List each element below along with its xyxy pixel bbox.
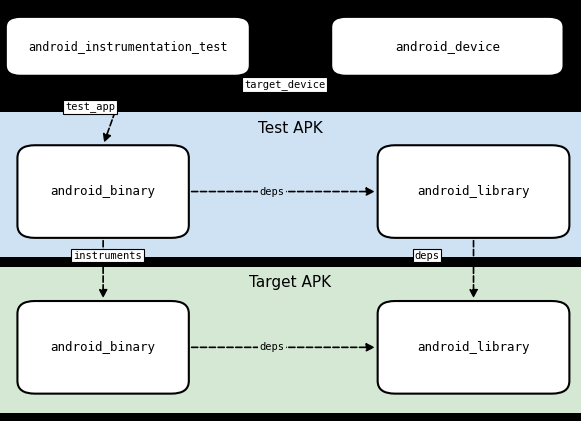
- Bar: [0, 267, 581, 413]
- Text: Target APK: Target APK: [249, 274, 332, 290]
- Text: target_device: target_device: [244, 79, 325, 90]
- Text: android_instrumentation_test: android_instrumentation_test: [28, 40, 228, 53]
- Text: android_binary: android_binary: [51, 341, 156, 354]
- Bar: [0, 112, 581, 257]
- Text: deps: deps: [259, 187, 285, 197]
- Text: android_library: android_library: [417, 185, 530, 198]
- FancyBboxPatch shape: [17, 145, 189, 238]
- Text: android_library: android_library: [417, 341, 530, 354]
- Text: android_device: android_device: [395, 40, 500, 53]
- Text: Test APK: Test APK: [258, 121, 323, 136]
- Text: android_binary: android_binary: [51, 185, 156, 198]
- FancyBboxPatch shape: [17, 301, 189, 394]
- FancyBboxPatch shape: [378, 145, 569, 238]
- Text: deps: deps: [414, 250, 440, 261]
- FancyBboxPatch shape: [378, 301, 569, 394]
- Text: test_app: test_app: [65, 102, 115, 112]
- Text: instruments: instruments: [73, 250, 142, 261]
- FancyBboxPatch shape: [6, 17, 250, 76]
- Text: deps: deps: [259, 342, 285, 352]
- FancyBboxPatch shape: [331, 17, 564, 76]
